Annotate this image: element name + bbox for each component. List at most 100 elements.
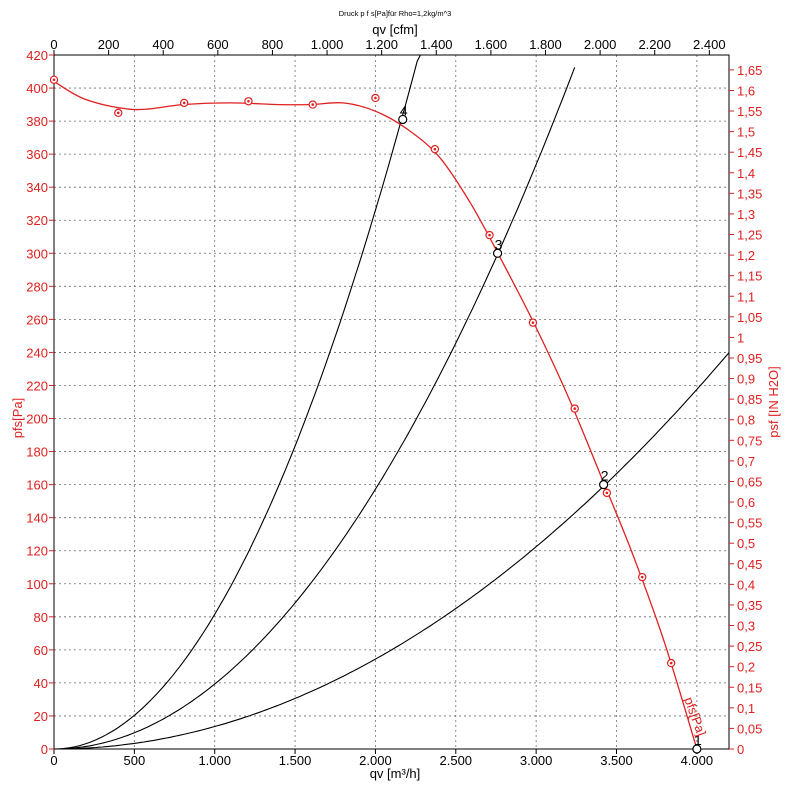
top-x-tick-label: 2.200 bbox=[638, 37, 671, 52]
right-y-tick-label: 0,45 bbox=[737, 557, 762, 572]
top-x-tick-label: 2.400 bbox=[693, 37, 726, 52]
y-tick-label: 120 bbox=[26, 544, 48, 559]
measured-point bbox=[49, 75, 59, 84]
measured-point bbox=[430, 144, 440, 154]
right-y-tick-label: 1,35 bbox=[737, 186, 762, 201]
y-tick-label: 320 bbox=[26, 213, 48, 228]
right-y-tick-label: 1,5 bbox=[737, 125, 755, 140]
right-y-tick-label: 1 bbox=[737, 330, 744, 345]
x-tick-label: 2.000 bbox=[359, 753, 392, 768]
measured-point bbox=[308, 100, 317, 109]
y-tick-label: 300 bbox=[26, 246, 48, 261]
y-tick-label: 380 bbox=[26, 114, 48, 129]
right-y-tick-label: 0,75 bbox=[737, 433, 762, 448]
x-tick-label: 1.500 bbox=[279, 753, 312, 768]
measured-point bbox=[528, 318, 538, 327]
right-y-tick-label: 1,55 bbox=[737, 104, 762, 119]
top-x-tick-label: 200 bbox=[98, 37, 120, 52]
operating-point-label: 1 bbox=[694, 732, 702, 748]
right-y-tick-label: 0,7 bbox=[737, 454, 755, 469]
top-x-tick-label: 800 bbox=[262, 37, 284, 52]
y-tick-label: 340 bbox=[26, 180, 48, 195]
measured-point-dot bbox=[247, 99, 250, 103]
measured-point-dot bbox=[573, 407, 577, 410]
measured-point-dot bbox=[52, 78, 56, 82]
y-tick-label: 240 bbox=[26, 345, 48, 360]
right-y-tick-label: 0,6 bbox=[737, 495, 755, 510]
top-x-tick-label: 600 bbox=[207, 37, 229, 52]
system-curve bbox=[54, 352, 730, 750]
right-y-tick-label: 0,2 bbox=[737, 660, 755, 675]
y-tick-label: 360 bbox=[26, 147, 48, 162]
x-tick-label: 3.000 bbox=[520, 753, 553, 768]
plot-frame bbox=[53, 54, 730, 750]
right-y-tick-label: 0,4 bbox=[737, 577, 755, 592]
measured-point-dot bbox=[433, 147, 437, 151]
y-tick-label: 100 bbox=[26, 577, 48, 592]
right-y-tick-label: 1,1 bbox=[737, 289, 755, 304]
right-y-tick-label: 1,45 bbox=[737, 145, 762, 160]
fan-curve-line bbox=[53, 80, 698, 750]
right-y-tick-label: 0,9 bbox=[737, 372, 755, 387]
measured-point bbox=[179, 98, 189, 108]
y-tick-label: 280 bbox=[26, 279, 48, 294]
system-curves bbox=[53, 54, 730, 750]
top-x-tick-label: 1.400 bbox=[420, 37, 453, 52]
chart-title: Druck p f s[Pa]für Rho=1,2kg/m^3 bbox=[339, 9, 452, 18]
top-x-tick-label: 2.000 bbox=[584, 37, 617, 52]
right-y-tick-label: 1,25 bbox=[737, 228, 762, 243]
right-y-tick-label: 0,3 bbox=[737, 619, 755, 634]
y-tick-label: 160 bbox=[26, 478, 48, 493]
measured-point bbox=[244, 97, 253, 106]
system-curve bbox=[53, 54, 421, 750]
axes: 0 500 1.000 1.500 2.000 2.500 3.000 3.500 4.000 0… bbox=[26, 37, 762, 768]
right-y-tick-label: 1,6 bbox=[737, 83, 755, 98]
y-tick-label: 20 bbox=[34, 709, 48, 724]
y-axis-label: pfs[Pa] bbox=[10, 398, 25, 438]
operating-point-1 bbox=[692, 744, 702, 754]
measured-point-dot bbox=[182, 101, 186, 105]
top-x-axis-label: qv [cfm] bbox=[372, 22, 418, 37]
measured-point-dot bbox=[488, 233, 491, 237]
right-y-tick-label: 0,55 bbox=[737, 516, 762, 531]
measured-point-dot bbox=[605, 491, 609, 495]
measured-point bbox=[602, 488, 612, 498]
measured-point bbox=[570, 404, 579, 413]
measured-point bbox=[114, 108, 123, 118]
right-y-tick-label: 0,8 bbox=[737, 413, 755, 428]
right-y-tick-label: 1,15 bbox=[737, 269, 762, 284]
right-y-tick-label: 0,05 bbox=[737, 721, 762, 736]
y-tick-label: 40 bbox=[34, 676, 48, 691]
right-y-tick-label: 0 bbox=[737, 742, 744, 757]
operating-points: 1 2 3 4 bbox=[398, 102, 702, 754]
right-y-tick-label: 0,65 bbox=[737, 474, 762, 489]
measured-point-dot bbox=[640, 575, 644, 579]
measured-point-dot bbox=[531, 321, 535, 324]
x-tick-label: 3.500 bbox=[600, 753, 633, 768]
right-y-tick-label: 0,15 bbox=[737, 680, 762, 695]
top-x-tick-label: 400 bbox=[152, 37, 174, 52]
right-y-axis-label: psf [IN H2O] bbox=[766, 366, 781, 438]
top-x-tick-label: 1.000 bbox=[311, 37, 344, 52]
y-tick-label: 220 bbox=[26, 378, 48, 393]
operating-point-3 bbox=[492, 248, 503, 258]
operating-point-label: 2 bbox=[601, 468, 609, 484]
y-tick-label: 200 bbox=[26, 412, 48, 427]
grid bbox=[54, 55, 729, 749]
top-x-tick-label: 1.800 bbox=[529, 37, 562, 52]
y-tick-label: 80 bbox=[34, 610, 48, 625]
fan-curve-label: pfs[Pa] bbox=[681, 695, 709, 738]
system-curve bbox=[54, 67, 576, 750]
measured-point bbox=[638, 572, 647, 582]
measured-point bbox=[485, 230, 494, 240]
operating-point-label: 4 bbox=[400, 102, 408, 118]
x-tick-label: 2.500 bbox=[440, 753, 473, 768]
y-tick-label: 0 bbox=[41, 742, 48, 757]
y-tick-label: 420 bbox=[26, 48, 48, 63]
right-y-tick-label: 1,05 bbox=[737, 310, 762, 325]
y-tick-label: 260 bbox=[26, 312, 48, 327]
measured-point-dot bbox=[669, 661, 673, 665]
right-y-tick-label: 1,4 bbox=[737, 166, 755, 181]
x-axis-label: qv [m³/h] bbox=[370, 766, 421, 781]
